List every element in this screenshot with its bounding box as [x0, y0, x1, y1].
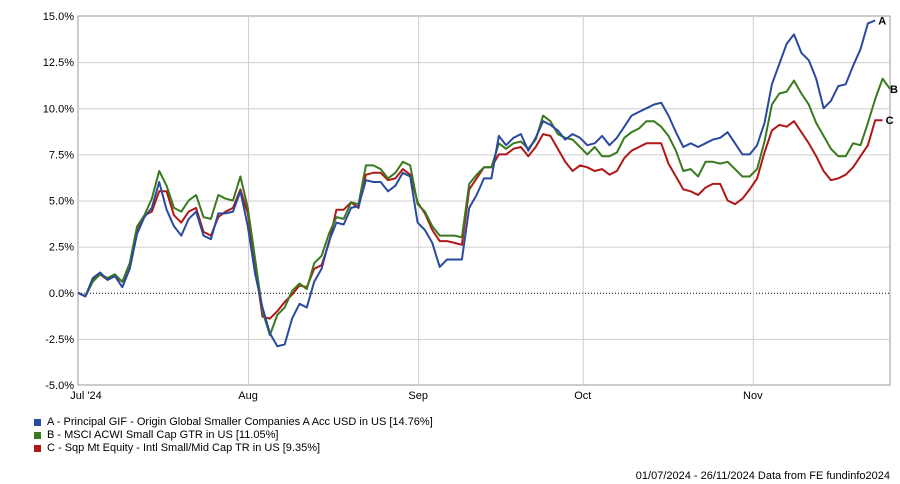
y-tick-label: 12.5%: [43, 57, 74, 69]
footer-source: 01/07/2024 - 26/11/2024 Data from FE fun…: [635, 470, 890, 482]
x-tick-label: Nov: [743, 390, 763, 402]
y-tick-label: 15.0%: [43, 11, 74, 23]
legend-label-b: B - MSCI ACWI Small Cap GTR in US [11.05…: [47, 429, 279, 441]
y-tick-label: 7.5%: [49, 149, 74, 161]
legend-swatch-a: [34, 419, 41, 426]
legend-item-a: A - Principal GIF - Origin Global Smalle…: [34, 416, 433, 429]
legend-label-a: A - Principal GIF - Origin Global Smalle…: [47, 416, 433, 428]
series-lines: [77, 19, 891, 348]
x-tick-label: Oct: [574, 390, 591, 402]
x-tick-label: Aug: [238, 390, 258, 402]
y-axis-ticks: 15.0% 12.5% 10.0% 7.5% 5.0% 2.5% 0.0% -2.5% -5.0…: [43, 11, 74, 392]
legend: A - Principal GIF - Origin Global Smalle…: [34, 416, 433, 455]
series-end-label-a: A: [878, 15, 886, 27]
grid: [77, 15, 891, 386]
legend-swatch-c: [34, 445, 41, 452]
legend-swatch-b: [34, 432, 41, 439]
x-axis-ticks: Jul '24 Aug Sep Oct Nov: [70, 390, 763, 402]
y-tick-label: 5.0%: [49, 196, 74, 208]
series-end-labels: C B A: [878, 15, 898, 127]
series-line-a: [77, 19, 876, 348]
y-tick-label: -5.0%: [45, 380, 74, 392]
x-tick-label: Sep: [408, 390, 428, 402]
y-tick-label: 2.5%: [49, 242, 74, 254]
y-tick-label: -2.5%: [45, 334, 74, 346]
legend-item-c: C - Sqp Mt Equity - Intl Small/Mid Cap T…: [34, 442, 433, 455]
legend-label-c: C - Sqp Mt Equity - Intl Small/Mid Cap T…: [47, 442, 321, 454]
y-tick-label: 0.0%: [49, 288, 74, 300]
series-line-b: [77, 77, 891, 337]
series-end-label-b: B: [890, 84, 898, 96]
x-tick-label: Jul '24: [70, 390, 101, 402]
series-end-label-c: C: [886, 115, 894, 127]
y-tick-label: 10.0%: [43, 103, 74, 115]
line-chart: 15.0% 12.5% 10.0% 7.5% 5.0% 2.5% 0.0% -2.5% -5.0…: [43, 11, 898, 402]
legend-item-b: B - MSCI ACWI Small Cap GTR in US [11.05…: [34, 429, 433, 442]
